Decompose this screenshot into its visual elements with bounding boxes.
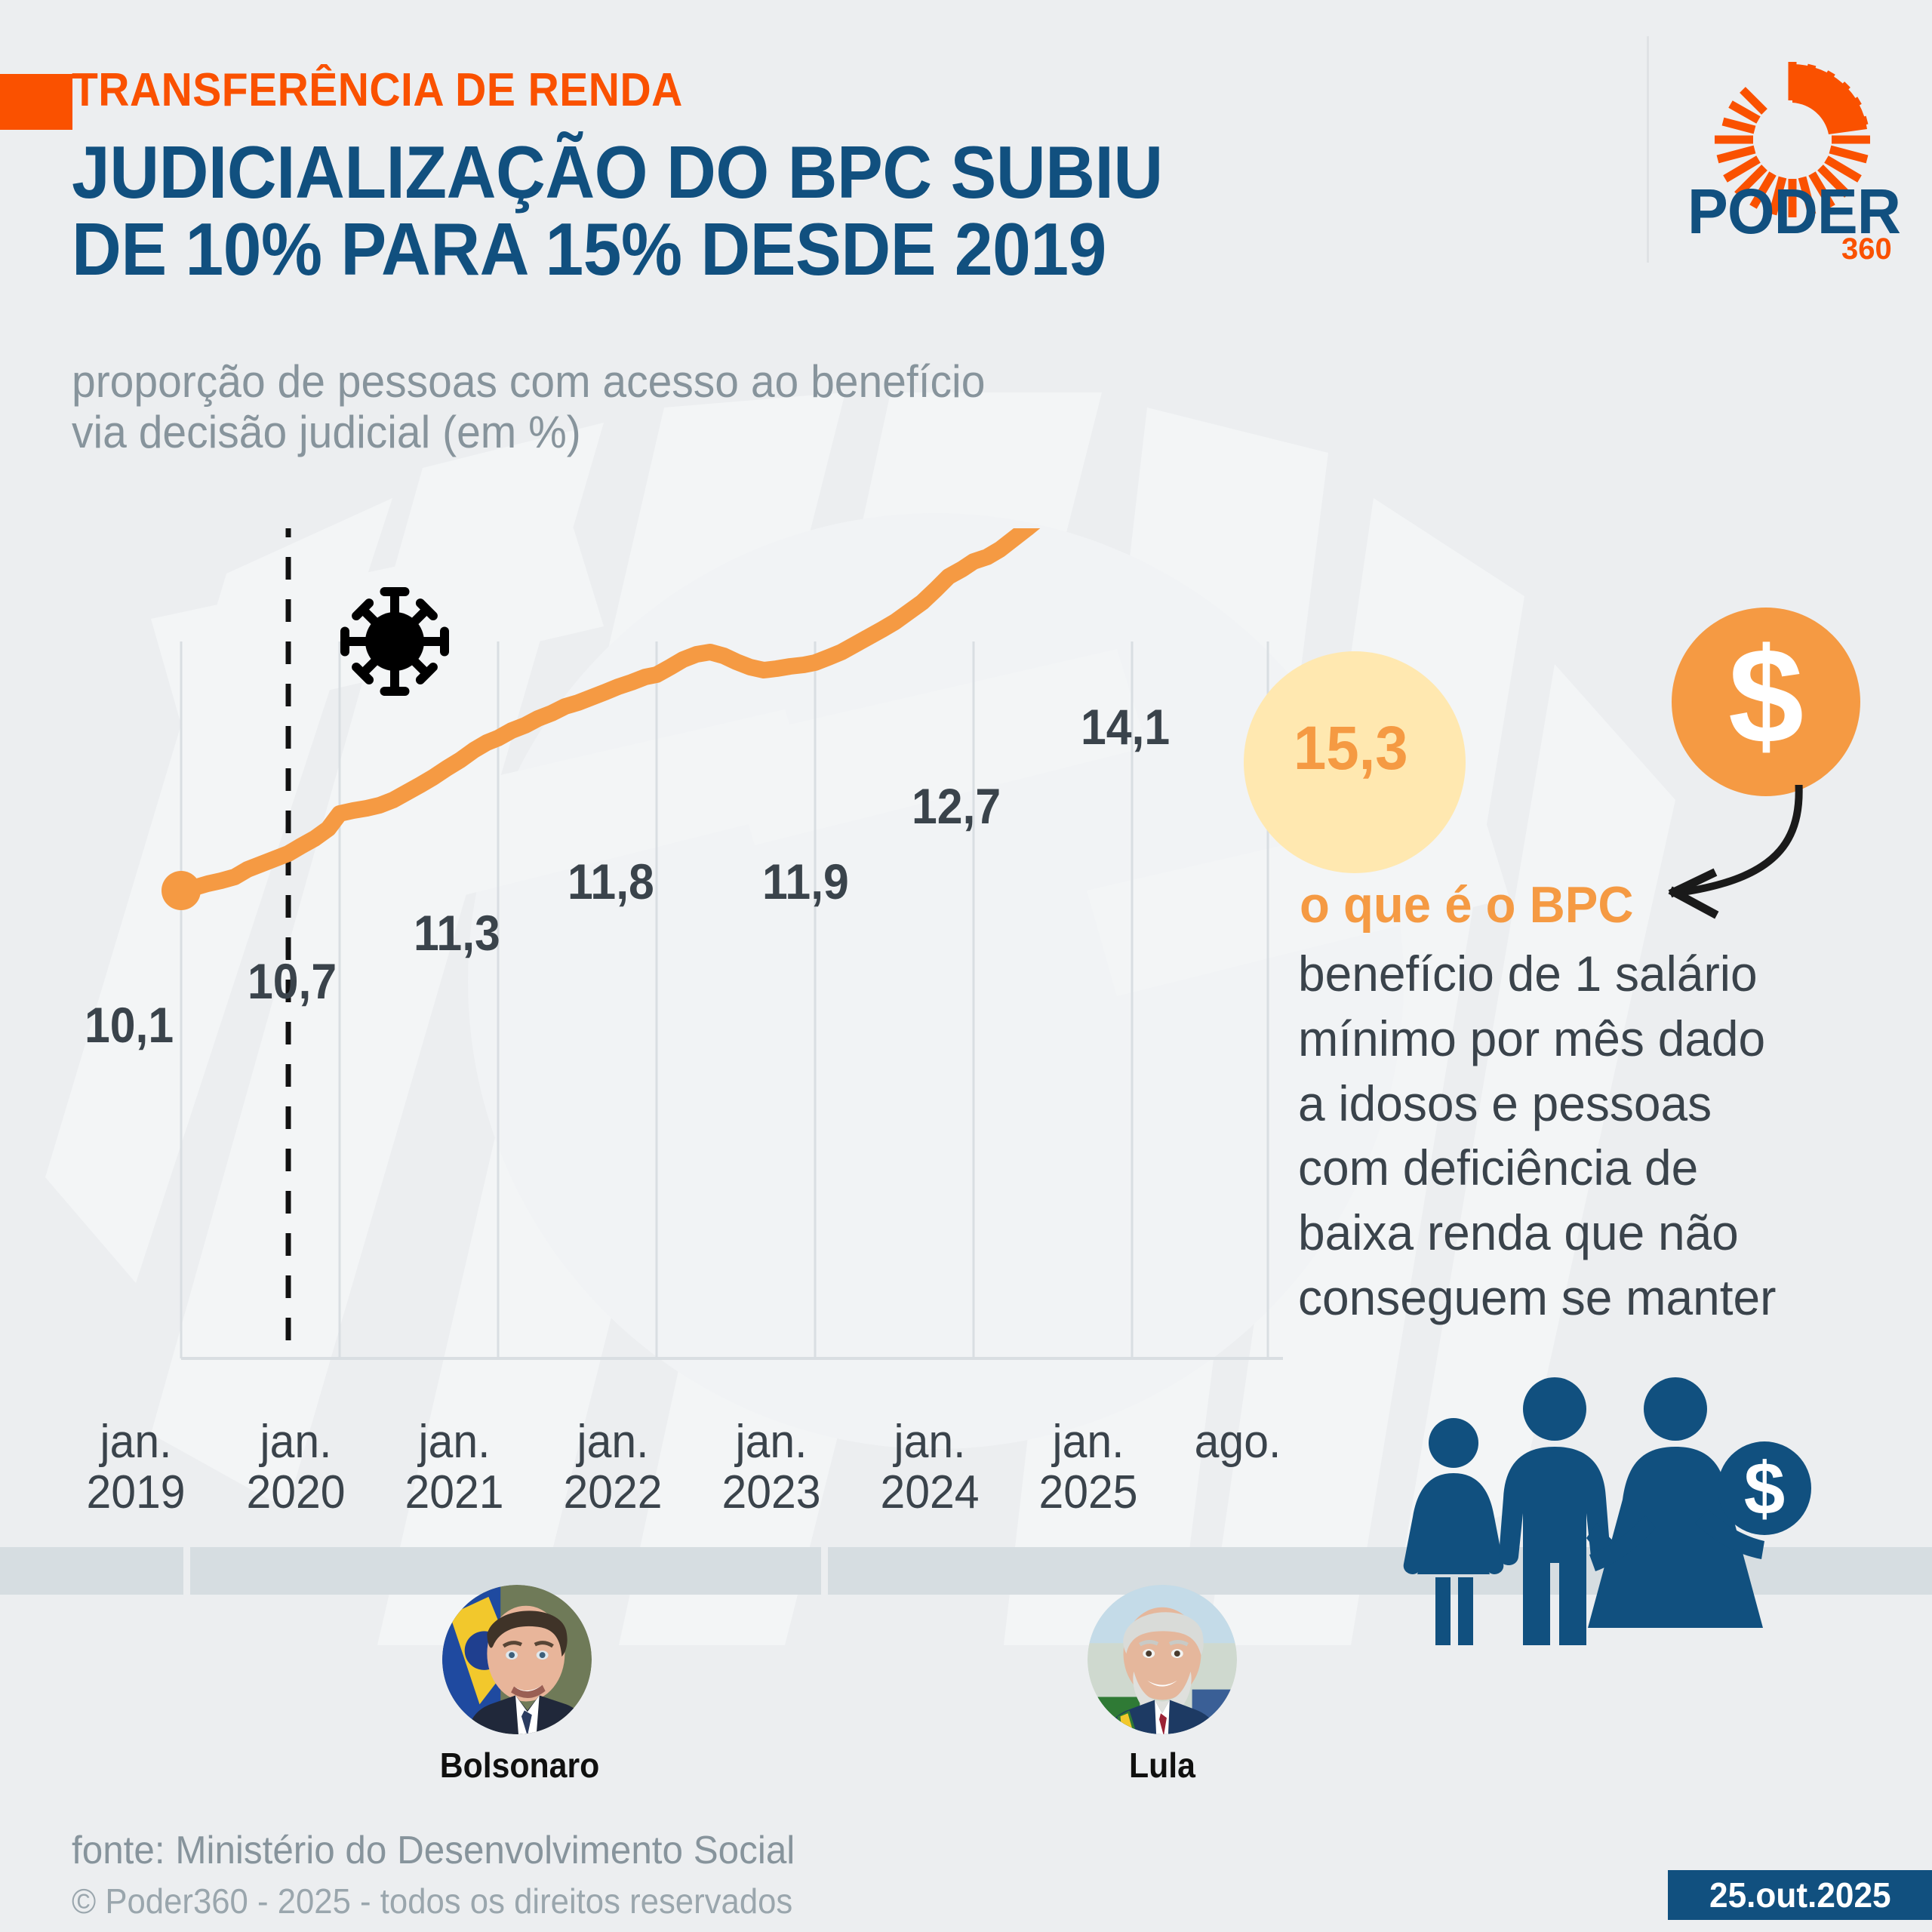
source-note: fonte: Ministério do Desenvolvimento Soc… — [72, 1829, 795, 1872]
logo-wordmark: PODER — [1687, 176, 1901, 247]
xtick-2022: jan. 2022 — [563, 1416, 663, 1518]
dollar-glyph: $ — [1727, 620, 1804, 772]
president-bolsonaro: Bolsonaro — [434, 1585, 600, 1786]
poder360-sun-icon — [1715, 62, 1870, 217]
publication-date-badge: 25.out.2025 — [1668, 1870, 1932, 1920]
xtick-2020: jan. 2020 — [246, 1416, 346, 1518]
avatar-bolsonaro — [442, 1585, 592, 1734]
page-title: JUDICIALIZAÇÃO DO BPC SUBIU DE 10% PARA … — [72, 131, 1163, 291]
data-label-2024: 12,7 — [912, 778, 1001, 834]
dollar-badge-icon: $ — [1672, 608, 1860, 796]
copyright-note: © Poder360 - 2025 - todos os direitos re… — [72, 1881, 793, 1921]
line-chart — [162, 528, 1283, 1360]
data-label-2019: 10,1 — [85, 997, 174, 1053]
family-with-money-icon: $ — [1403, 1377, 1811, 1645]
term-segment-pre — [0, 1547, 183, 1595]
callout-body: benefício de 1 salário mínimo por mês da… — [1298, 946, 1777, 1325]
logo-360-label: 360 — [1841, 232, 1892, 266]
data-label-2020: 10,7 — [248, 953, 337, 1009]
president-name-lula: Lula — [1129, 1746, 1195, 1785]
svg-text:$: $ — [1744, 1447, 1786, 1530]
data-label-2022: 11,8 — [568, 854, 654, 909]
curved-arrow-icon — [1668, 785, 1803, 919]
president-name-bolsonaro: Bolsonaro — [439, 1746, 600, 1785]
data-label-2025: 14,1 — [1081, 699, 1171, 755]
kicker-accent-square — [0, 74, 72, 130]
coronavirus-icon — [340, 587, 449, 696]
page-subtitle: proporção de pessoas com acesso ao benef… — [72, 356, 986, 458]
logo-divider — [1647, 36, 1649, 263]
xtick-2021: jan. 2021 — [405, 1416, 504, 1518]
publication-date-text: 25.out.2025 — [1709, 1875, 1891, 1915]
xtick-2023: jan. 2023 — [721, 1416, 821, 1518]
series-start-point — [162, 871, 201, 910]
data-label-final: 15,3 — [1294, 714, 1408, 783]
data-label-2021: 11,3 — [414, 905, 500, 961]
kicker-text: TRANSFERÊNCIA DE RENDA — [72, 64, 683, 116]
president-lula: Lula — [1079, 1585, 1245, 1786]
callout-title: o que é o BPC — [1300, 876, 1634, 934]
xtick-ago: ago. — [1194, 1416, 1281, 1468]
avatar-lula — [1088, 1585, 1237, 1734]
xtick-2024: jan. 2024 — [880, 1416, 980, 1518]
xtick-2025: jan. 2025 — [1038, 1416, 1138, 1518]
xtick-2019: jan. 2019 — [86, 1416, 186, 1518]
data-label-2023: 11,9 — [762, 854, 849, 909]
